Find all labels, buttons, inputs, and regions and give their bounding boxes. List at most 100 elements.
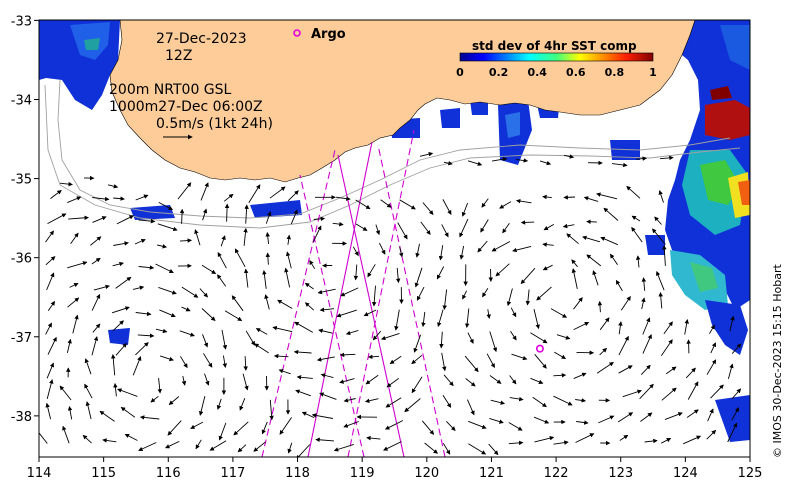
current-arrow	[243, 268, 249, 288]
current-arrow	[583, 196, 599, 202]
current-arrow	[488, 443, 499, 456]
current-arrow	[262, 269, 267, 289]
current-arrow	[287, 190, 299, 202]
current-arrow	[177, 182, 192, 200]
current-arrow	[45, 230, 54, 243]
current-arrow	[508, 440, 524, 446]
current-arrow	[168, 396, 180, 405]
current-arrow	[45, 256, 56, 266]
current-arrow	[155, 328, 168, 334]
current-arrow	[366, 435, 381, 441]
current-arrow	[520, 220, 535, 225]
current-arrow	[336, 309, 357, 318]
current-arrow	[320, 373, 334, 379]
current-arrow	[542, 194, 552, 200]
current-arrow	[218, 422, 227, 441]
current-arrow	[489, 375, 502, 384]
current-arrow	[663, 321, 673, 335]
current-arrow	[477, 240, 488, 253]
current-arrow	[120, 406, 136, 418]
current-arrow	[90, 236, 102, 246]
current-arrow	[658, 291, 663, 309]
plot-frame	[38, 19, 751, 458]
current-arrow	[571, 259, 578, 268]
current-arrow	[596, 361, 614, 374]
current-arrow	[312, 225, 322, 243]
current-arrow	[687, 381, 699, 400]
current-arrow	[424, 442, 438, 454]
x-tick-label: 115	[91, 466, 116, 481]
current-arrow	[294, 321, 314, 333]
current-arrow	[116, 215, 134, 225]
current-arrow	[550, 308, 568, 318]
current-arrow	[367, 264, 376, 278]
current-arrow	[159, 355, 174, 362]
current-arrow	[462, 290, 468, 300]
current-arrow	[491, 157, 508, 162]
current-arrow	[404, 398, 421, 413]
current-arrow	[117, 388, 138, 397]
current-arrow	[635, 255, 641, 268]
colorbar-tick-label: 0.6	[566, 66, 586, 79]
current-arrow	[311, 413, 333, 419]
current-arrow	[640, 364, 651, 376]
satellite-tracks	[261, 129, 446, 457]
x-tick-label: 123	[608, 466, 633, 481]
current-arrow	[394, 309, 400, 331]
current-arrow	[363, 309, 377, 317]
current-arrow	[383, 441, 402, 451]
x-axis: 114 115 116 117 118 119 120 121 122 123 124 125	[27, 457, 762, 481]
current-arrow	[264, 294, 270, 310]
current-arrow	[339, 378, 355, 384]
current-arrow	[542, 242, 554, 247]
current-arrow	[659, 155, 674, 161]
current-arrow	[224, 310, 243, 321]
current-arrow	[489, 331, 498, 353]
current-arrow	[603, 207, 619, 221]
current-arrow	[150, 395, 159, 403]
current-arrow	[92, 216, 107, 223]
current-arrow	[202, 334, 209, 348]
current-arrow	[115, 342, 127, 356]
current-arrow	[138, 442, 157, 451]
current-arrow	[355, 199, 371, 210]
current-arrow	[293, 349, 312, 355]
current-arrow	[209, 440, 227, 451]
current-arrow	[371, 285, 377, 307]
current-arrow	[269, 186, 286, 199]
current-arrow	[203, 353, 213, 368]
current-arrow	[442, 289, 448, 310]
current-arrow	[353, 264, 359, 281]
current-arrow	[530, 332, 548, 344]
current-arrow	[46, 379, 54, 400]
current-arrow	[255, 328, 268, 335]
x-tick-label: 118	[285, 466, 310, 481]
current-arrow	[536, 286, 552, 301]
argo-float-marker[interactable]	[535, 344, 544, 353]
current-arrow	[707, 408, 714, 422]
current-arrow	[115, 276, 132, 289]
current-arrow	[502, 223, 510, 234]
current-arrow	[138, 218, 156, 224]
x-tick-label: 120	[414, 466, 439, 481]
x-tick-label: 117	[220, 466, 245, 481]
current-arrow	[217, 252, 227, 269]
current-arrow	[167, 420, 182, 436]
current-arrow	[46, 362, 55, 379]
current-arrow	[364, 398, 379, 403]
current-arrow	[459, 218, 469, 238]
current-arrow	[399, 199, 416, 210]
current-arrow	[683, 435, 702, 445]
contour-200m-label: 200m NRT00 GSL	[109, 82, 232, 98]
current-arrow	[285, 251, 292, 269]
current-arrow	[710, 342, 716, 354]
current-arrow	[609, 253, 618, 265]
current-arrow	[592, 270, 599, 286]
current-arrow	[468, 420, 487, 429]
current-arrow	[47, 300, 56, 311]
current-arrow	[554, 351, 567, 359]
current-arrow	[273, 353, 289, 359]
current-arrow	[254, 343, 269, 354]
current-arrow	[481, 198, 489, 208]
current-arrow	[84, 358, 92, 375]
